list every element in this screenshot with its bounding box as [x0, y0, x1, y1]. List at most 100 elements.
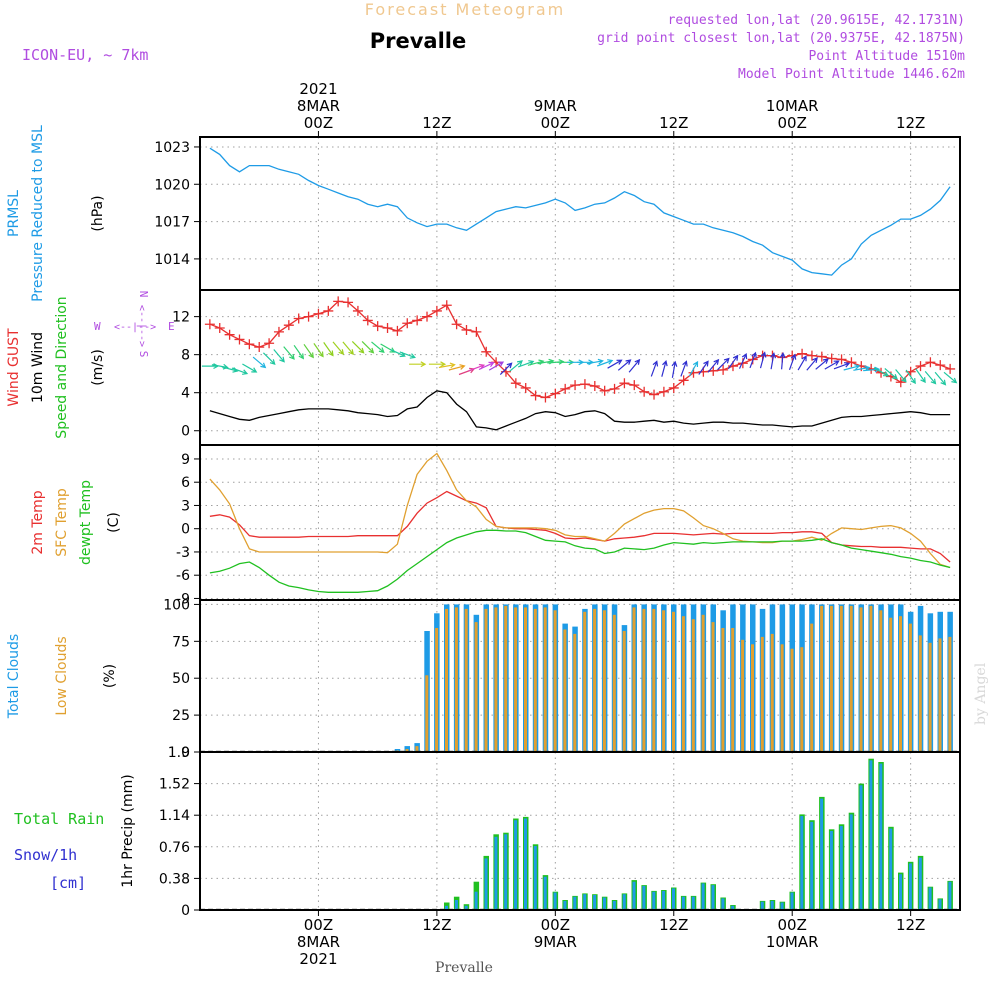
precip-bar-snow-1h	[849, 814, 853, 910]
clouds-bar-low-clouds	[405, 749, 409, 752]
clouds-side-label: Total Clouds	[6, 634, 22, 719]
gust-marker	[461, 324, 472, 335]
time-label-top: 8MAR	[297, 97, 340, 115]
precip-bar-snow-1h	[573, 896, 577, 910]
wind-direction-arrow	[833, 362, 851, 370]
gust-marker	[382, 323, 393, 334]
precip-bar-snow-1h	[642, 885, 646, 910]
temperature-series-2m-temp	[209, 490, 951, 563]
gust-marker	[925, 357, 936, 368]
wind-direction-arrow	[843, 364, 861, 371]
wind-direction-arrow	[596, 359, 614, 367]
wind-direction-arrow	[262, 352, 276, 365]
gust-marker	[204, 319, 215, 330]
chart-title: Forecast Meteogram	[365, 0, 565, 19]
gust-marker	[678, 375, 689, 386]
footer-location: Prevalle	[435, 960, 493, 976]
precip-bar-snow-1h	[445, 905, 448, 910]
clouds-bar-low-clouds	[810, 623, 814, 752]
precip-ylabel: 1hr Precip (mm)	[120, 774, 136, 887]
gust-marker	[313, 308, 324, 319]
precip-bar-snow-1h	[770, 900, 774, 910]
clouds-bar-low-clouds	[701, 614, 705, 752]
pressure-side-label: Pressure Reduced to MSL	[30, 125, 46, 302]
clouds-bar-low-clouds	[662, 610, 666, 752]
clouds-bar-low-clouds	[829, 605, 833, 752]
precip-bar-snow-1h	[494, 836, 498, 910]
gust-marker	[560, 383, 571, 394]
clouds-bar-low-clouds	[751, 644, 754, 752]
wind-direction-arrow	[399, 351, 416, 359]
clouds-bar-low-clouds	[593, 608, 597, 752]
time-label-bottom: 9MAR	[534, 933, 577, 951]
clouds-bar-low-clouds	[435, 628, 439, 752]
wind-direction-arrow	[332, 341, 345, 356]
wind-direction-arrow	[688, 360, 699, 377]
temperature-axis-labels: 2m Temp SFC Temp dewpt Temp (C)	[30, 480, 122, 565]
wind-direction-arrow	[650, 360, 659, 377]
precip-bar-snow-1h	[869, 760, 873, 910]
clouds-bar-low-clouds	[642, 608, 646, 752]
pressure-panel: 1014 1017 1020 1023 PRMSL Pressure Reduced to…	[6, 125, 961, 302]
gust-marker	[362, 315, 373, 326]
wind-direction-arrow	[759, 351, 767, 369]
credit-watermark: by Angel	[973, 662, 989, 725]
wind-direction-arrow	[934, 371, 947, 386]
clouds-bar-low-clouds	[612, 614, 616, 752]
gust-marker	[530, 390, 541, 401]
wind-direction-arrow	[770, 352, 777, 370]
time-label-top: 00Z	[541, 114, 570, 132]
wind-direction-arrow	[293, 344, 305, 360]
wind-direction-arrow	[488, 361, 505, 371]
gust-marker	[214, 323, 225, 334]
clouds-bar-low-clouds	[869, 605, 873, 752]
gust-marker	[718, 364, 729, 375]
wind-direction-arrow	[323, 342, 334, 357]
model-point-altitude: Model Point Altitude 1446.62m	[738, 67, 965, 82]
precip-bar-snow-1h	[829, 831, 833, 910]
precip-bar-snow-1h	[652, 891, 656, 910]
wind-direction-arrow	[806, 357, 818, 371]
gust-marker	[550, 388, 561, 399]
wind-direction-arrow	[252, 356, 267, 369]
temperature-ytick-label: 6	[181, 475, 190, 491]
wind-direction-arrow	[788, 353, 797, 371]
precip-bar-snow-1h	[514, 820, 518, 910]
precip-unit-label: [cm]	[50, 874, 86, 892]
wind-series-wind-gust	[209, 300, 951, 399]
temperature-ytick-label: -9	[176, 591, 190, 607]
gust-marker	[876, 367, 887, 378]
precip-frame	[199, 751, 961, 911]
gust-marker	[352, 305, 363, 316]
clouds-bar-low-clouds	[948, 636, 952, 752]
time-label-top: 12Z	[659, 114, 688, 132]
wind-direction-arrow	[231, 367, 249, 375]
precip-bar-snow-1h	[474, 891, 478, 910]
precip-bar-snow-1h	[780, 902, 784, 910]
clouds-bar-low-clouds	[800, 647, 804, 752]
wind-direction-arrow	[671, 360, 678, 378]
clouds-bar-low-clouds	[681, 616, 685, 752]
wind-direction-arrow	[873, 367, 890, 377]
location-title: Prevalle	[370, 29, 467, 53]
gust-marker	[372, 321, 383, 332]
precip-bar-snow-1h	[711, 885, 715, 910]
temperature-series-dewpt-temp	[209, 529, 951, 593]
gust-marker	[224, 329, 235, 340]
wind-direction-arrow	[242, 363, 258, 373]
wind-direction-arrow	[313, 343, 324, 358]
wind-direction-arrow	[779, 352, 786, 370]
wind-direction-arrow	[438, 362, 456, 369]
clouds-side-label: Low Clouds	[54, 636, 70, 715]
precip-bar-snow-1h	[563, 900, 567, 910]
clouds-bar-low-clouds	[553, 610, 557, 752]
gust-marker	[422, 311, 433, 322]
precip-bar-snow-1h	[593, 895, 597, 910]
precip-bar-snow-1h	[701, 883, 705, 910]
clouds-bar-low-clouds	[602, 610, 606, 752]
clouds-bar-low-clouds	[760, 636, 764, 752]
wind-side-label: Speed and Direction	[54, 296, 70, 438]
precip-bar-snow-1h	[859, 785, 863, 910]
pressure-side-label: PRMSL	[6, 190, 22, 237]
